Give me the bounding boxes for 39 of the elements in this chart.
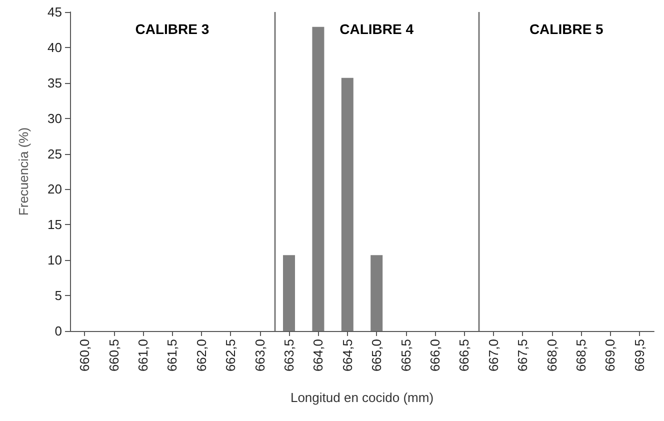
x-tick-label: 662,0 xyxy=(194,339,209,372)
x-tick-label: 667,0 xyxy=(486,339,501,372)
x-tick-label: 667,5 xyxy=(515,339,530,372)
y-tick-label: 25 xyxy=(48,146,62,162)
x-tick-label: 668,0 xyxy=(544,339,560,372)
x-tick-label: 662,5 xyxy=(223,339,238,372)
y-axis-title: Frecuencia (%) xyxy=(16,127,31,216)
x-tick-label: 669,0 xyxy=(602,339,618,372)
bar xyxy=(370,255,383,331)
x-tick-label: 664,0 xyxy=(310,339,326,372)
y-tick-label: 20 xyxy=(48,182,62,197)
x-tick-label: 666,5 xyxy=(456,339,472,372)
x-tick-label: 661,0 xyxy=(136,339,150,372)
x-tick-label: 665,5 xyxy=(398,339,414,372)
y-tick-label: 10 xyxy=(48,252,62,268)
bar xyxy=(283,255,295,331)
x-tick-label: 663,0 xyxy=(252,339,268,372)
annotation: CALIBRE 3 xyxy=(135,21,210,37)
x-tick-label: 666,0 xyxy=(428,339,442,372)
y-tick-label: 40 xyxy=(48,40,62,55)
x-tick-label: 669,5 xyxy=(632,339,647,372)
y-tick-label: 45 xyxy=(48,4,62,20)
bar xyxy=(341,78,354,331)
x-tick-label: 660,5 xyxy=(106,339,122,372)
y-tick-label: 35 xyxy=(48,75,62,90)
x-tick-label: 668,5 xyxy=(574,339,588,372)
y-tick-label: 5 xyxy=(54,288,62,304)
x-tick-label: 664,5 xyxy=(340,339,355,372)
x-tick-label: 661,5 xyxy=(164,339,180,372)
y-tick-label: 0 xyxy=(54,324,62,338)
x-tick-label: 663,5 xyxy=(282,339,296,372)
x-tick-label: 660,0 xyxy=(77,339,92,372)
y-tick-label: 30 xyxy=(48,110,62,126)
y-tick-label: 15 xyxy=(48,217,62,232)
annotation: CALIBRE 4 xyxy=(340,21,414,37)
x-axis-title: Longitud en cocido (mm) xyxy=(290,390,434,405)
annotation: CALIBRE 5 xyxy=(529,21,604,37)
bar xyxy=(312,26,324,331)
x-tick-label: 665,0 xyxy=(369,339,384,372)
